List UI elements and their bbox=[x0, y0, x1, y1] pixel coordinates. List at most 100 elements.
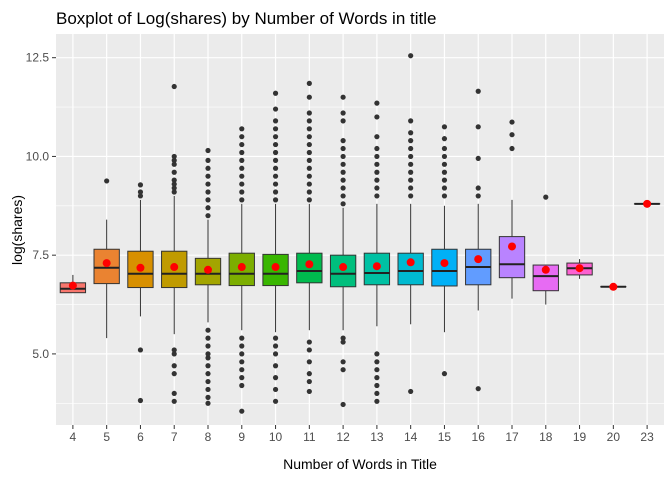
outlier-point bbox=[374, 367, 380, 373]
x-tick-label: 18 bbox=[539, 430, 553, 444]
x-tick-label: 9 bbox=[238, 430, 245, 444]
outlier-point bbox=[374, 177, 380, 183]
y-axis-title: log(shares) bbox=[9, 195, 25, 265]
box bbox=[397, 252, 424, 286]
outlier-point bbox=[340, 138, 346, 144]
outlier-point bbox=[306, 126, 312, 132]
outlier-point bbox=[272, 335, 279, 341]
mean-point bbox=[643, 199, 652, 208]
outlier-point bbox=[137, 347, 144, 353]
box-group bbox=[465, 88, 492, 392]
outlier-point bbox=[374, 100, 380, 106]
outlier-point bbox=[205, 343, 211, 349]
outlier-point bbox=[340, 161, 346, 167]
mean-point bbox=[102, 259, 111, 268]
outlier-point bbox=[272, 165, 279, 171]
outlier-point bbox=[441, 185, 448, 191]
outlier-point bbox=[137, 182, 144, 188]
mean-point bbox=[339, 263, 348, 272]
box-group bbox=[161, 83, 188, 404]
outlier-point bbox=[306, 94, 312, 100]
outlier-point bbox=[272, 351, 279, 357]
outlier-point bbox=[441, 145, 448, 152]
outlier-point bbox=[340, 177, 346, 183]
outlier-point bbox=[239, 375, 245, 381]
x-tick-label: 10 bbox=[269, 430, 283, 444]
outlier-point bbox=[171, 177, 177, 183]
outlier-point bbox=[205, 165, 211, 171]
x-tick-label: 17 bbox=[505, 430, 519, 444]
x-tick-label: 8 bbox=[205, 430, 212, 444]
outlier-point bbox=[340, 110, 346, 116]
outlier-point bbox=[408, 388, 414, 395]
outlier-point bbox=[306, 134, 312, 140]
box-group bbox=[498, 119, 526, 299]
mean-point bbox=[406, 258, 415, 267]
outlier-point bbox=[239, 149, 245, 156]
outlier-point bbox=[205, 371, 211, 377]
outlier-point bbox=[272, 90, 279, 96]
outlier-point bbox=[239, 343, 245, 349]
box-group bbox=[600, 282, 627, 291]
outlier-point bbox=[239, 197, 245, 203]
outlier-point bbox=[340, 367, 346, 373]
mean-point bbox=[575, 264, 584, 273]
outlier-point bbox=[171, 347, 177, 353]
mean-point bbox=[136, 263, 145, 272]
outlier-point bbox=[205, 197, 211, 203]
outlier-point bbox=[306, 371, 312, 377]
outlier-point bbox=[374, 185, 380, 191]
outlier-point bbox=[340, 153, 346, 160]
mean-point bbox=[237, 263, 246, 272]
outlier-point bbox=[272, 375, 279, 381]
outlier-point bbox=[340, 193, 346, 199]
x-tick-label: 6 bbox=[137, 430, 144, 444]
chart-title: Boxplot of Log(shares) by Number of Word… bbox=[56, 9, 436, 28]
outlier-point bbox=[306, 118, 312, 124]
outlier-point bbox=[272, 189, 279, 195]
outlier-point bbox=[171, 83, 177, 90]
outlier-point bbox=[239, 181, 245, 187]
box bbox=[431, 248, 458, 287]
outlier-point bbox=[272, 134, 279, 140]
outlier-point bbox=[137, 193, 144, 199]
outlier-point bbox=[272, 126, 279, 132]
outlier-point bbox=[408, 130, 414, 136]
x-tick-label: 12 bbox=[336, 430, 350, 444]
x-tick-label: 11 bbox=[303, 430, 316, 444]
outlier-point bbox=[441, 136, 448, 142]
y-tick-label: 5.0 bbox=[32, 347, 49, 361]
outlier-point bbox=[171, 390, 177, 397]
box-group bbox=[329, 94, 357, 408]
outlier-point bbox=[374, 351, 380, 357]
outlier-point bbox=[205, 147, 211, 154]
box-group bbox=[296, 80, 323, 395]
box-group bbox=[431, 124, 458, 377]
outlier-point bbox=[340, 401, 346, 408]
outlier-point bbox=[441, 371, 448, 377]
outlier-point bbox=[205, 173, 211, 179]
outlier-point bbox=[306, 80, 312, 86]
outlier-point bbox=[475, 124, 481, 130]
outlier-point bbox=[475, 155, 481, 162]
outlier-point bbox=[408, 118, 414, 124]
outlier-point bbox=[374, 134, 380, 140]
outlier-point bbox=[272, 173, 279, 179]
outlier-point bbox=[205, 181, 211, 187]
outlier-point bbox=[205, 189, 211, 195]
outlier-point bbox=[171, 371, 177, 377]
outlier-point bbox=[408, 169, 414, 175]
outlier-point bbox=[272, 157, 279, 163]
outlier-point bbox=[306, 181, 312, 187]
mean-point bbox=[305, 260, 314, 269]
x-axis-title: Number of Words in Title bbox=[283, 456, 437, 472]
outlier-point bbox=[374, 359, 380, 365]
outlier-point bbox=[340, 145, 346, 152]
outlier-point bbox=[306, 347, 312, 353]
outlier-point bbox=[340, 201, 346, 207]
outlier-point bbox=[374, 193, 380, 199]
outlier-point bbox=[374, 398, 380, 404]
x-tick-label: 19 bbox=[573, 430, 587, 444]
outlier-point bbox=[239, 126, 245, 132]
